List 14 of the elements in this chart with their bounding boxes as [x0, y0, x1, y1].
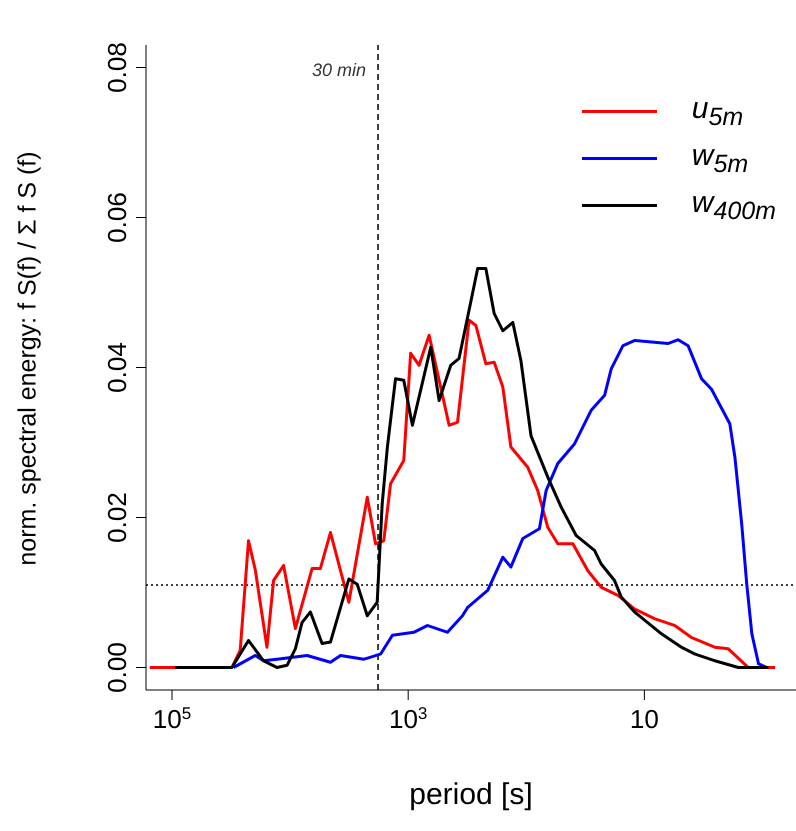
y-tick-label: 0.06	[102, 192, 132, 243]
legend-label: w$_{5m}$	[692, 138, 748, 178]
y-tick-label: 0.08	[102, 42, 132, 93]
x-tick-label: 10$^{3}$	[388, 704, 428, 734]
ref-line-label: 30 min	[312, 60, 366, 80]
y-tick-label: 0.02	[102, 492, 132, 543]
y-axis-title: norm. spectral energy: f S(f) / Σ f S (f)	[14, 150, 42, 566]
y-tick-label: 0.00	[102, 642, 132, 693]
x-tick-label: 10	[630, 704, 659, 734]
legend-label: u$_{5m}$	[692, 92, 744, 132]
legend-label: w$_{400m}$	[692, 186, 776, 226]
x-tick-label: 10$^{5}$	[152, 704, 192, 734]
x-axis-title: period [s]	[408, 778, 534, 812]
y-tick-label: 0.04	[102, 342, 132, 393]
